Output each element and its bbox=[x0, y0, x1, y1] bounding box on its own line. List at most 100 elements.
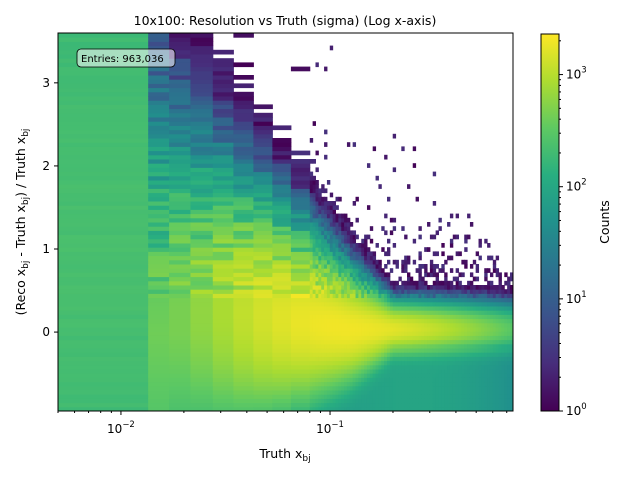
heatmap-cell bbox=[452, 339, 457, 345]
heatmap-cell bbox=[318, 226, 322, 231]
heatmap-cell bbox=[401, 322, 405, 328]
heatmap-cell bbox=[398, 398, 402, 404]
heatmap-cell bbox=[321, 205, 325, 210]
heatmap-cell bbox=[395, 369, 399, 374]
heatmap-cell bbox=[509, 306, 514, 311]
heatmap-cell bbox=[398, 385, 402, 391]
heatmap-cell bbox=[421, 373, 425, 378]
heatmap-cell bbox=[148, 381, 170, 387]
heatmap-cell bbox=[335, 255, 339, 261]
heatmap-cell bbox=[190, 83, 214, 89]
heatmap-cell bbox=[412, 385, 417, 391]
heatmap-cell bbox=[389, 385, 394, 391]
heatmap-cell bbox=[464, 335, 468, 341]
heatmap-cell bbox=[484, 322, 488, 328]
heatmap-cell bbox=[309, 385, 314, 391]
heatmap-cell bbox=[429, 385, 434, 391]
heatmap-cell bbox=[429, 306, 434, 311]
heatmap-cell bbox=[338, 251, 342, 257]
heatmap-cell bbox=[415, 331, 419, 336]
heatmap-cell bbox=[253, 310, 273, 315]
heatmap-cell bbox=[233, 196, 254, 202]
heatmap-cell bbox=[312, 226, 316, 231]
heatmap-cell bbox=[366, 247, 371, 252]
heatmap-cell bbox=[329, 45, 334, 51]
heatmap-cell bbox=[233, 318, 254, 324]
heatmap-cell bbox=[335, 234, 339, 240]
heatmap-cell bbox=[398, 289, 402, 294]
heatmap-cell bbox=[392, 348, 397, 353]
heatmap-cell bbox=[481, 343, 485, 349]
heatmap-cell bbox=[352, 369, 357, 374]
heatmap-cell bbox=[253, 343, 273, 349]
heatmap-cell bbox=[435, 348, 439, 353]
heatmap-cell bbox=[458, 398, 462, 404]
heatmap-cell bbox=[484, 348, 488, 353]
heatmap-cell bbox=[212, 217, 234, 223]
heatmap-cell bbox=[169, 335, 191, 341]
heatmap-cell bbox=[233, 247, 254, 252]
heatmap-cell bbox=[495, 373, 500, 378]
heatmap-cell bbox=[332, 285, 337, 290]
heatmap-cell bbox=[441, 343, 445, 349]
heatmap-cell bbox=[395, 289, 399, 294]
heatmap-cell bbox=[435, 406, 439, 412]
heatmap-cell bbox=[169, 66, 191, 72]
heatmap-cell bbox=[481, 373, 485, 378]
heatmap-cell bbox=[212, 117, 234, 122]
heatmap-cell bbox=[407, 318, 411, 324]
heatmap-cell bbox=[58, 167, 149, 173]
heatmap-cell bbox=[484, 339, 488, 345]
heatmap-cell bbox=[429, 390, 434, 395]
heatmap-cell bbox=[395, 360, 399, 366]
heatmap-cell bbox=[444, 398, 448, 404]
heatmap-cell bbox=[438, 285, 442, 290]
heatmap-cell bbox=[472, 259, 477, 265]
heatmap-cell bbox=[489, 310, 494, 315]
heatmap-cell bbox=[369, 331, 374, 336]
heatmap-cell bbox=[484, 364, 488, 370]
heatmap-cell bbox=[447, 327, 451, 332]
heatmap-cell bbox=[509, 394, 514, 399]
heatmap-cell bbox=[366, 251, 371, 257]
heatmap-cell bbox=[432, 373, 437, 378]
heatmap-cell bbox=[395, 348, 399, 353]
heatmap-cell bbox=[290, 171, 311, 177]
heatmap-cell bbox=[369, 285, 374, 290]
heatmap-cell bbox=[435, 339, 439, 345]
heatmap-cell bbox=[487, 335, 491, 341]
heatmap-cell bbox=[464, 364, 468, 370]
heatmap-cell bbox=[233, 360, 254, 366]
heatmap-cell bbox=[404, 314, 408, 320]
heatmap-cell bbox=[472, 322, 477, 328]
heatmap-cell bbox=[401, 280, 405, 286]
heatmap-cell bbox=[452, 306, 457, 311]
heatmap-cell bbox=[324, 268, 328, 273]
heatmap-cell bbox=[384, 398, 388, 404]
heatmap-cell bbox=[424, 373, 428, 378]
heatmap-cell bbox=[507, 310, 511, 315]
heatmap-cell bbox=[329, 385, 334, 391]
heatmap-cell bbox=[309, 243, 314, 248]
heatmap-cell bbox=[326, 306, 331, 311]
heatmap-cell bbox=[58, 75, 149, 80]
heatmap-cell bbox=[472, 352, 477, 357]
heatmap-cell bbox=[272, 406, 292, 412]
heatmap-cell bbox=[387, 369, 391, 374]
heatmap-cell bbox=[364, 314, 368, 320]
heatmap-cell bbox=[464, 285, 468, 290]
heatmap-cell bbox=[324, 264, 328, 269]
heatmap-cell bbox=[326, 285, 331, 290]
heatmap-cell bbox=[212, 356, 234, 362]
heatmap-cell bbox=[290, 322, 311, 328]
heatmap-cell bbox=[352, 318, 357, 324]
heatmap-cell bbox=[487, 289, 491, 294]
heatmap-cell bbox=[321, 297, 325, 303]
heatmap-cell bbox=[58, 150, 149, 156]
heatmap-cell bbox=[438, 373, 442, 378]
heatmap-cell bbox=[378, 268, 382, 273]
heatmap-cell bbox=[364, 243, 368, 248]
heatmap-cell bbox=[335, 322, 339, 328]
heatmap-cell bbox=[58, 343, 149, 349]
heatmap-cell bbox=[447, 360, 451, 366]
